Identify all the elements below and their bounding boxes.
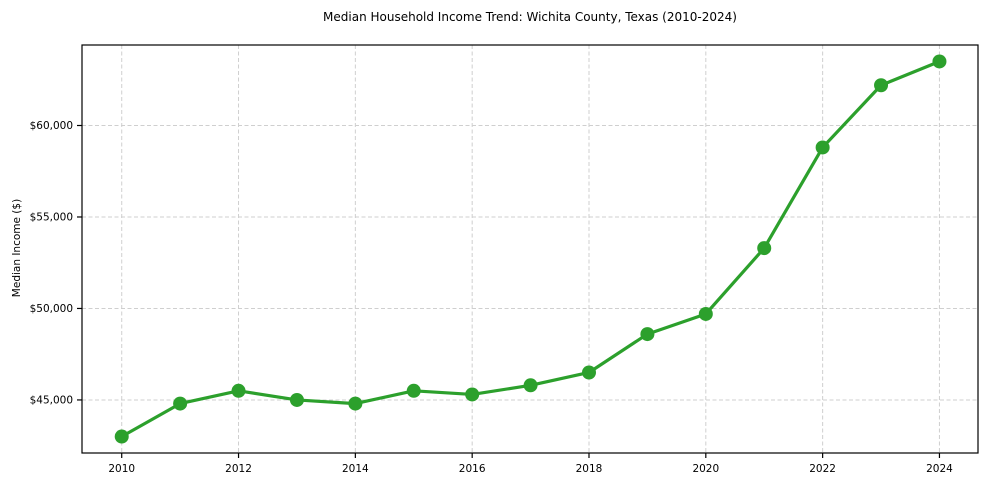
chart-title: Median Household Income Trend: Wichita C… (323, 10, 737, 24)
x-tick-label: 2010 (108, 463, 135, 475)
data-point-2018 (581, 365, 596, 380)
data-point-2016 (465, 387, 480, 402)
data-point-2014 (348, 396, 363, 411)
y-tick-label: $55,000 (30, 211, 73, 223)
y-tick-label: $60,000 (30, 120, 73, 132)
x-tick-label: 2024 (926, 463, 953, 475)
data-point-2017 (523, 378, 538, 393)
data-point-2022 (815, 140, 830, 155)
data-point-2011 (173, 396, 188, 411)
data-point-2023 (874, 78, 889, 93)
data-point-2024 (932, 54, 947, 69)
y-tick-label: $45,000 (30, 394, 73, 406)
data-point-2021 (757, 241, 772, 256)
data-point-2015 (406, 383, 421, 398)
axes-frame (81, 44, 979, 454)
data-point-2012 (231, 383, 246, 398)
x-tick-label: 2020 (692, 463, 719, 475)
data-point-2013 (289, 392, 304, 407)
x-tick-label: 2018 (576, 463, 603, 475)
data-point-2019 (640, 327, 655, 342)
y-tick-label: $50,000 (30, 303, 73, 315)
data-point-2020 (698, 306, 713, 321)
x-tick-label: 2016 (459, 463, 486, 475)
x-tick-label: 2022 (809, 463, 836, 475)
data-point-2010 (114, 429, 129, 444)
x-tick-label: 2014 (342, 463, 369, 475)
y-axis-label: Median Income ($) (11, 198, 23, 298)
x-tick-label: 2012 (225, 463, 252, 475)
